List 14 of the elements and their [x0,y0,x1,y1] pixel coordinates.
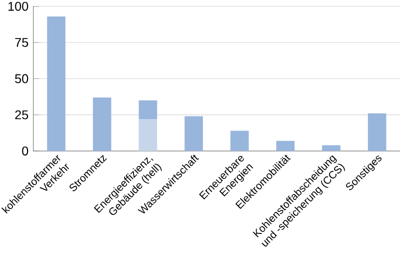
y-tick-label: 75 [15,38,28,47]
bar [138,119,158,151]
bar [47,16,66,151]
bar [276,140,295,151]
y-tick-label: 50 [15,74,28,84]
bar [138,100,158,120]
bar [230,130,249,151]
bar [368,113,386,151]
y-tick-label: 25 [15,110,28,120]
bar [184,116,203,151]
y-tick-label: 100 [8,2,28,11]
y-tick-label: 0 [22,146,28,156]
bar [322,145,340,151]
bar [92,97,112,151]
